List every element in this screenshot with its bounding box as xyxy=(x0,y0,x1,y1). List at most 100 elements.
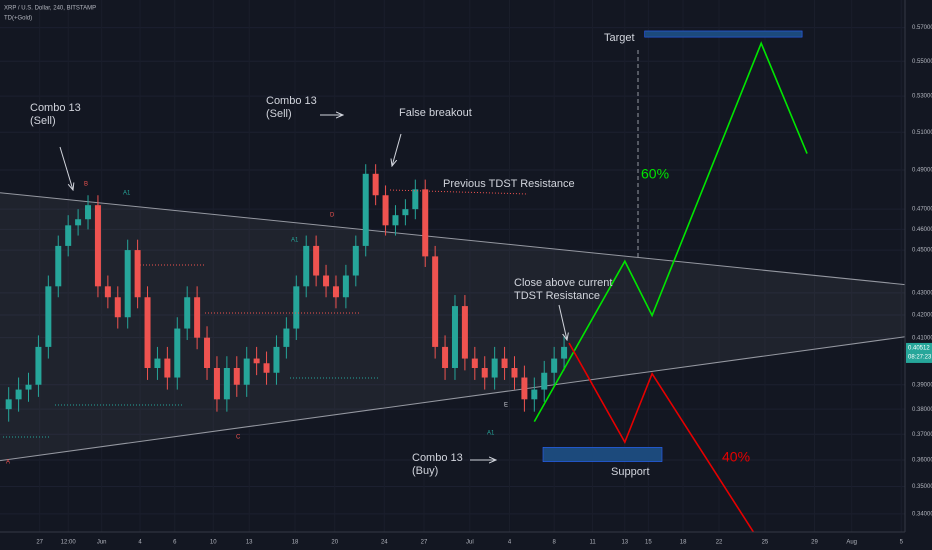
x-tick-label: 18 xyxy=(292,540,299,546)
x-tick-label: 22 xyxy=(716,540,723,546)
candle-body xyxy=(233,367,240,385)
candle-body xyxy=(332,286,339,298)
y-tick-label: 0.43000 xyxy=(912,290,932,296)
arrow xyxy=(59,146,73,190)
y-tick-label: 0.49000 xyxy=(912,168,932,174)
countdown-label: 08:27:23 xyxy=(908,355,932,361)
x-tick-label: 10 xyxy=(210,540,217,546)
annotation: Combo 13 xyxy=(412,452,463,464)
x-tick-label: 15 xyxy=(645,540,652,546)
x-tick-label: 27 xyxy=(36,540,43,546)
x-tick-label: Jul xyxy=(466,540,474,546)
x-tick-label: 13 xyxy=(621,540,628,546)
candle-body xyxy=(263,363,270,373)
zone-label: Support xyxy=(611,466,650,478)
candle-body xyxy=(253,358,260,364)
td-marker: A1 xyxy=(487,431,495,437)
trendline xyxy=(0,192,905,286)
candle-body xyxy=(432,256,439,347)
x-tick-label: 8 xyxy=(552,540,556,546)
candle-body xyxy=(283,328,290,347)
candle-body xyxy=(422,189,429,257)
candle-body xyxy=(104,286,111,298)
zone-label: Target xyxy=(604,32,635,44)
candle-body xyxy=(184,297,191,329)
candle-body xyxy=(273,346,280,373)
candle-body xyxy=(342,275,349,298)
candle-body xyxy=(15,389,22,400)
x-tick-label: 5 xyxy=(900,540,904,546)
candle-body xyxy=(154,358,161,368)
td-markers: B A1 C A D A1 E A1 xyxy=(6,182,508,466)
y-tick-label: 0.46000 xyxy=(912,227,932,233)
candle-body xyxy=(442,346,449,368)
trendline xyxy=(0,336,905,462)
y-tick-label: 0.51000 xyxy=(912,130,932,136)
x-tick-label: 4 xyxy=(138,540,142,546)
candle-body xyxy=(362,173,369,246)
candle-body xyxy=(511,367,518,378)
candle-body xyxy=(352,245,359,276)
arrow xyxy=(558,304,567,340)
candle-body xyxy=(402,209,409,216)
candle-body xyxy=(213,367,220,400)
annotation: (Sell) xyxy=(30,115,56,127)
candle-body xyxy=(164,358,171,378)
y-tick-label: 0.39000 xyxy=(912,382,932,388)
y-tick-label: 0.57000 xyxy=(912,25,932,31)
y-tick-label: 0.37000 xyxy=(912,432,932,438)
td-marker: E xyxy=(504,403,508,409)
candle-body xyxy=(471,358,478,368)
y-tick-label: 0.36000 xyxy=(912,458,932,464)
candle-body xyxy=(45,286,52,347)
x-tick-label: 13 xyxy=(246,540,253,546)
candle-body xyxy=(223,367,230,400)
chart-title: XRP / U.S. Dollar, 240, BITSTAMP xyxy=(4,6,96,12)
td-marker: B xyxy=(84,182,88,188)
candle-body xyxy=(382,195,389,226)
zone xyxy=(542,447,663,462)
candle-body xyxy=(551,358,558,373)
projection-line xyxy=(533,41,808,423)
candle-body xyxy=(412,189,419,210)
percent-label: 40% xyxy=(722,449,750,465)
projection-line xyxy=(568,342,755,532)
candle-body xyxy=(303,245,310,287)
candle-body xyxy=(293,286,300,329)
annotation: Combo 13 xyxy=(30,102,81,114)
x-tick-label: Aug xyxy=(846,540,857,546)
x-tick-label: 20 xyxy=(331,540,338,546)
annotation: Close above current xyxy=(514,277,612,289)
candle-body xyxy=(392,215,399,226)
arrow xyxy=(392,133,402,166)
td-marker: D xyxy=(330,213,335,219)
annotation: TDST Resistance xyxy=(514,290,600,302)
candle-body xyxy=(531,389,538,400)
annotation: False breakout xyxy=(399,107,472,119)
candle-body xyxy=(451,306,458,368)
candle-body xyxy=(65,225,72,246)
percent-label: 60% xyxy=(641,166,669,182)
candle-body xyxy=(35,346,42,385)
candle-body xyxy=(85,205,92,220)
x-tick-label: 12:00 xyxy=(61,540,77,546)
candle-body xyxy=(541,372,548,390)
x-tick-label: 6 xyxy=(173,540,177,546)
td-marker: C xyxy=(236,435,241,441)
x-tick-label: 18 xyxy=(680,540,687,546)
x-tick-label: 25 xyxy=(762,540,769,546)
y-tick-label: 0.55000 xyxy=(912,59,932,65)
plot-area xyxy=(0,27,905,532)
candle-body xyxy=(372,173,379,196)
annotations: Combo 13 (Sell) Combo 13 (Sell) False br… xyxy=(30,32,750,478)
x-tick-label: 29 xyxy=(811,540,818,546)
price-tag xyxy=(906,342,932,363)
y-tick-label: 0.47000 xyxy=(912,207,932,213)
y-tick-label: 0.34000 xyxy=(912,511,932,517)
candle-body xyxy=(323,275,330,287)
candle-body xyxy=(94,205,101,287)
